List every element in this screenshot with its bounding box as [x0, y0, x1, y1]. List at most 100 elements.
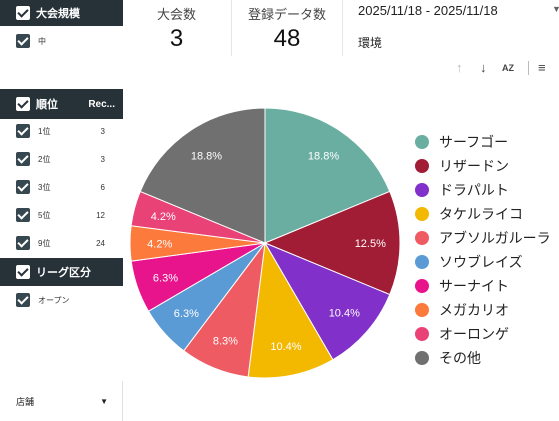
chart-legend: サーフゴーリザードンドラパルトタケルライコアブソルガルーラ ソウブレイズサーナイト… [415, 128, 559, 368]
legend-item[interactable]: ソウブレイズ [415, 252, 523, 272]
legend-item[interactable]: ドラパルト [415, 180, 509, 200]
option-count: 3 [100, 126, 105, 136]
legend-label: リザードン [439, 158, 509, 174]
filter-option-rank-9[interactable]: 9位 24 [0, 233, 123, 253]
scorecard-value: 48 [273, 25, 301, 52]
checkbox[interactable] [16, 124, 30, 138]
pie-slice-label: 4.2% [147, 238, 172, 250]
legend-item[interactable]: サーナイト [415, 276, 509, 296]
legend-swatch [415, 255, 429, 269]
pie-slice-2[interactable] [263, 190, 401, 296]
pie-chart: 18.8% 12.5% 10.4% 10.4% 8.3% 6.3% 6.3% 4.2% 4.2%… [129, 107, 401, 379]
pie-slice-label: 10.4% [329, 307, 360, 319]
checkbox[interactable] [16, 152, 30, 166]
legend-label: タケルライコ [439, 206, 523, 222]
legend-swatch [415, 327, 429, 341]
pie-slice-10[interactable] [139, 107, 266, 244]
filter-option-rank-1[interactable]: 1位 3 [0, 121, 123, 141]
legend-item[interactable]: メガカリオ [415, 300, 509, 320]
record-count-header: Rec... [88, 98, 115, 110]
option-count: 6 [100, 182, 105, 192]
filter-option-rank-3[interactable]: 3位 6 [0, 177, 123, 197]
filter-header-label: 大会規模 [36, 8, 80, 20]
chevron-down-icon: ▼ [100, 396, 108, 406]
legend-item[interactable]: サーフゴー [415, 132, 508, 152]
legend-swatch [415, 135, 429, 149]
legend-swatch [415, 231, 429, 245]
scorecard-tournaments: 大会数 3 [123, 0, 230, 56]
legend-item[interactable]: その他 [415, 348, 481, 368]
option-count: 12 [96, 210, 105, 220]
pie-slice-label: 6.3% [153, 272, 178, 284]
divider [342, 0, 343, 56]
select-all-checkbox[interactable] [16, 97, 30, 111]
pie-slice-4[interactable] [247, 241, 334, 379]
checkbox[interactable] [16, 236, 30, 250]
pie-slice-label: 18.8% [191, 150, 222, 162]
legend-swatch [415, 159, 429, 173]
option-label: 1位 [38, 126, 51, 136]
pie-slice-label: 12.5% [355, 238, 386, 250]
sort-az-icon[interactable]: AZ [502, 63, 514, 73]
pie-slice-3[interactable] [263, 241, 391, 361]
store-dropdown-label: 店舗 [16, 396, 35, 407]
pie-slice-label: 10.4% [270, 341, 301, 353]
legend-item[interactable]: アブソルガルーラ [415, 228, 551, 248]
legend-swatch [415, 303, 429, 317]
legend-label: サーフゴー [439, 134, 509, 150]
filter-header-label: 順位 [36, 99, 58, 111]
pie-slice-label: 18.8% [308, 150, 339, 162]
legend-label: ソウブレイズ [439, 254, 523, 270]
filter-header-tournament-scale[interactable]: 大会規模 [0, 0, 123, 26]
store-dropdown[interactable]: 店舗 ▼ [0, 381, 123, 421]
divider [231, 0, 232, 56]
legend-swatch [415, 207, 429, 221]
legend-item[interactable]: タケルライコ [415, 204, 523, 224]
filter-header-league[interactable]: リーグ区分 [0, 258, 123, 286]
pie-slice-1[interactable] [264, 107, 391, 244]
pie-slice-label: 6.3% [174, 308, 199, 320]
option-label: 3位 [38, 182, 51, 192]
option-label: 2位 [38, 154, 51, 164]
select-all-checkbox[interactable] [16, 265, 30, 279]
chevron-down-icon[interactable]: ▼ [552, 4, 559, 14]
toolbar-divider [528, 61, 529, 75]
legend-item[interactable]: オーロンゲ [415, 324, 509, 344]
option-count: 3 [100, 154, 105, 164]
legend-swatch [415, 351, 429, 365]
filter-icon[interactable]: ≡ [538, 60, 546, 75]
filter-option-medium[interactable]: 中 [0, 31, 123, 51]
legend-label: アブソルガルーラ [439, 230, 551, 246]
scorecard-label: 大会数 [156, 7, 196, 22]
scorecard-value: 3 [169, 25, 184, 52]
checkbox[interactable] [16, 208, 30, 222]
environment-filter-label[interactable]: 環境 [358, 36, 383, 50]
scorecard-label: 登録データ数 [247, 7, 326, 22]
option-label: 5位 [38, 210, 51, 220]
filter-header-label: リーグ区分 [36, 267, 91, 279]
legend-label: ドラパルト [439, 182, 509, 198]
select-all-checkbox[interactable] [16, 6, 30, 20]
legend-item[interactable]: リザードン [415, 156, 509, 176]
sort-ascending-icon[interactable]: ↑ [456, 60, 463, 75]
scorecard-records: 登録データ数 48 [232, 0, 342, 56]
pie-slice-label: 4.2% [151, 211, 176, 223]
pie-slice-label: 8.3% [213, 336, 238, 348]
option-count: 24 [96, 238, 105, 248]
option-label: 9位 [38, 238, 51, 248]
option-label: オープン [38, 295, 70, 305]
legend-swatch [415, 183, 429, 197]
legend-label: その他 [439, 350, 481, 366]
filter-option-rank-2[interactable]: 2位 3 [0, 149, 123, 169]
filter-option-open[interactable]: オープン [0, 290, 123, 310]
date-range-picker[interactable]: 2025/11/18 - 2025/11/18 [358, 3, 498, 18]
filter-header-rank[interactable]: 順位 Rec... [0, 89, 123, 119]
legend-label: メガカリオ [439, 302, 509, 318]
checkbox[interactable] [16, 34, 30, 48]
checkbox[interactable] [16, 293, 30, 307]
option-label: 中 [38, 36, 46, 46]
sort-descending-icon[interactable]: ↓ [480, 60, 487, 75]
checkbox[interactable] [16, 180, 30, 194]
legend-swatch [415, 279, 429, 293]
filter-option-rank-5[interactable]: 5位 12 [0, 205, 123, 225]
